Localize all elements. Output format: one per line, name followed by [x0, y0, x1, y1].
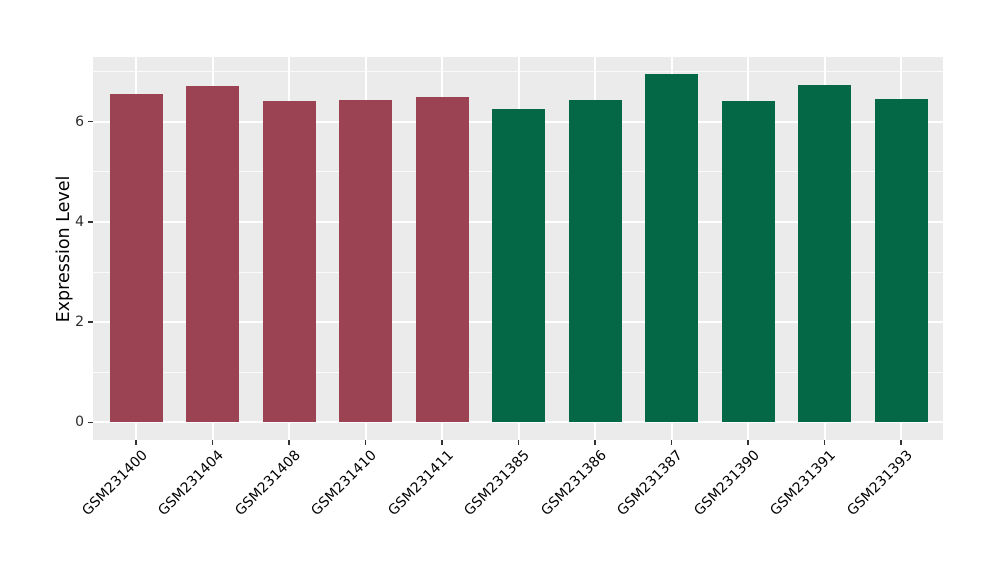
x-tick-label: GSM231386 — [538, 447, 610, 519]
bar — [415, 96, 469, 423]
x-tick — [288, 440, 290, 445]
bar — [262, 101, 316, 423]
x-tick-label: GSM231411 — [385, 447, 457, 519]
x-tick — [364, 440, 367, 445]
y-tick — [88, 421, 93, 424]
x-tick — [747, 440, 749, 445]
x-tick-label: GSM231400 — [79, 447, 151, 519]
x-tick — [823, 440, 826, 445]
x-tick-label: GSM231393 — [844, 447, 916, 519]
bar — [874, 99, 928, 423]
x-tick-label: GSM231390 — [691, 447, 763, 519]
bar — [492, 109, 545, 423]
x-tick — [900, 440, 902, 445]
x-tick — [594, 440, 596, 445]
x-tick — [517, 440, 520, 445]
bar — [109, 94, 163, 423]
y-tick — [88, 120, 93, 123]
y-axis-title: Expression Level — [54, 175, 74, 323]
x-tick-label: GSM231408 — [232, 447, 304, 519]
x-tick-label: GSM231387 — [614, 447, 687, 519]
y-tick — [88, 321, 93, 323]
y-tick — [88, 221, 93, 223]
bar — [339, 99, 392, 423]
x-tick-label: GSM231391 — [767, 447, 840, 519]
y-tick-label: 2 — [75, 314, 84, 331]
x-tick — [441, 440, 443, 445]
bar — [645, 73, 698, 423]
x-tick — [211, 440, 214, 445]
x-tick — [135, 440, 137, 445]
bar — [186, 86, 239, 423]
plot-panel — [93, 57, 943, 440]
x-tick — [670, 440, 673, 445]
y-tick-label: 4 — [75, 213, 84, 230]
bar — [568, 100, 622, 423]
bar — [798, 85, 851, 423]
y-tick-label: 6 — [75, 113, 84, 130]
bar — [721, 101, 775, 423]
y-tick-label: 0 — [75, 414, 84, 431]
x-tick-label: GSM231410 — [308, 447, 381, 519]
x-tick-label: GSM231404 — [155, 447, 228, 519]
x-tick-label: GSM231385 — [461, 447, 534, 519]
